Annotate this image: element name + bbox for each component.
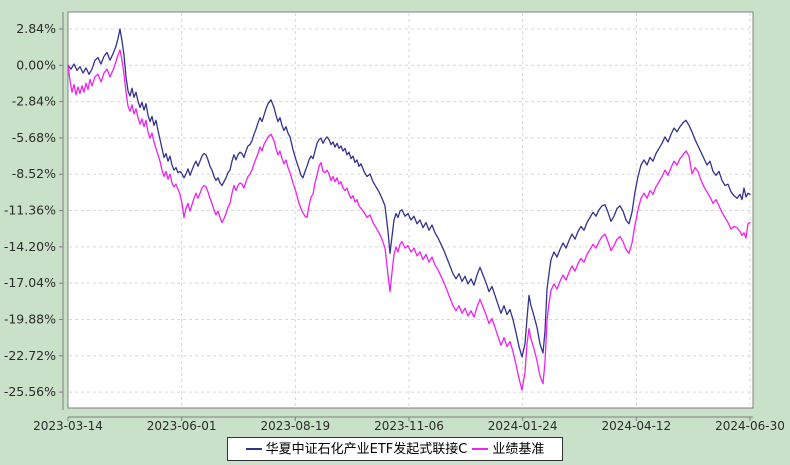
x-tick-label: 2024-06-30 [715, 419, 785, 433]
x-tick-label: 2023-08-19 [260, 419, 330, 433]
fund-line-series [67, 28, 751, 358]
y-tick-label: -19.88% [4, 311, 56, 326]
y-tick-label: 0.00% [16, 57, 56, 72]
y-tick-label: -25.56% [4, 384, 56, 399]
y-tick-label: -8.52% [12, 166, 56, 181]
legend-item-benchmark: 业绩基准 [472, 443, 544, 456]
y-tick-label: -22.72% [4, 348, 56, 363]
benchmark-legend-label: 业绩基准 [492, 441, 545, 457]
legend-box: 华夏中证石化产业ETF发起式联接C 业绩基准 [227, 437, 563, 461]
legend-item-fund: 华夏中证石化产业ETF发起式联接C [245, 441, 468, 457]
x-tick-label: 2023-06-01 [147, 419, 217, 433]
benchmark-line-swatch [472, 448, 489, 450]
y-tick-label: -14.20% [4, 239, 56, 254]
x-tick-label: 2024-01-24 [488, 419, 558, 433]
x-tick-label: 2023-11-06 [374, 419, 444, 433]
fund-line-swatch [245, 448, 262, 450]
benchmark-line-series [67, 49, 751, 391]
fund-legend-label: 华夏中证石化产业ETF发起式联接C [265, 441, 468, 457]
plot-area [67, 11, 754, 409]
y-tick-label: -5.68% [12, 130, 56, 145]
y-tick-label: -11.36% [4, 203, 56, 218]
x-tick-label: 2024-04-12 [601, 419, 671, 433]
x-tick-label: 2023-03-14 [33, 419, 103, 433]
y-tick-label: -17.04% [4, 275, 56, 290]
y-tick-label: 2.84% [16, 21, 56, 36]
y-tick-label: -2.84% [12, 94, 56, 109]
